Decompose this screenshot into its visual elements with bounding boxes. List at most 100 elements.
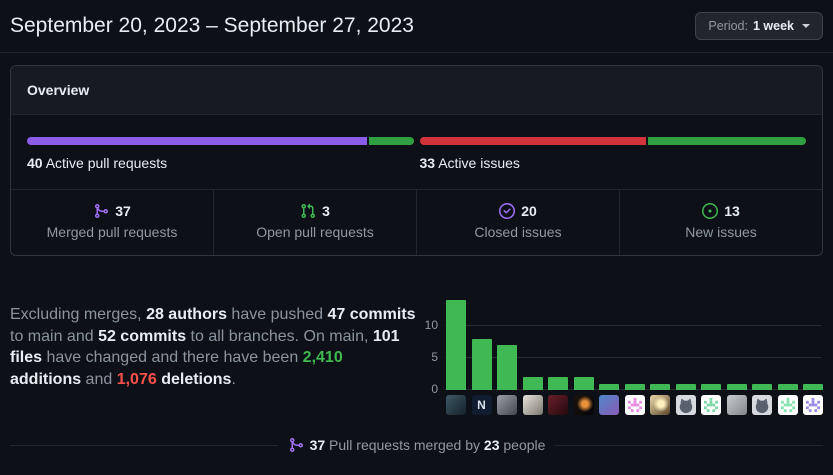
git-merge-icon (95, 204, 109, 218)
text-segment: 37 (309, 437, 326, 453)
gridline (445, 357, 821, 358)
contributor-avatar[interactable] (701, 395, 721, 415)
chevron-down-icon (802, 24, 810, 28)
pulse-main-row: Excluding merges, 28 authors have pushed… (0, 292, 833, 415)
page-header: September 20, 2023 – September 27, 2023 … (0, 0, 833, 40)
identicon-avatar-image (806, 398, 820, 412)
stat-value: 3 (214, 203, 416, 219)
stat-value: 13 (620, 203, 822, 219)
stat-label: New issues (685, 224, 757, 240)
commit-count-bar (599, 384, 619, 390)
text-segment: additions (10, 370, 82, 388)
activity-summary-text: Excluding merges, 28 authors have pushed… (10, 304, 417, 415)
commit-count-bar (752, 384, 772, 390)
contributor-avatar[interactable] (522, 395, 543, 415)
active-pull-requests-count: 40 (27, 155, 43, 171)
stat-open-pull-requests[interactable]: 3 Open pull requests (213, 190, 416, 255)
issue-opened-icon (702, 203, 719, 219)
stat-value: 20 (417, 203, 619, 219)
active-issues-block: 33 Active issues (419, 137, 807, 171)
stat-count: 20 (521, 203, 537, 219)
overview-panel: Overview 40 Active pull requests 33 Acti… (10, 65, 823, 256)
active-pull-requests-label: Active pull requests (45, 155, 168, 171)
contributor-avatar[interactable] (548, 395, 568, 415)
commit-count-bar (803, 384, 823, 390)
text-segment: people (499, 437, 546, 453)
contributor-avatar[interactable] (446, 395, 466, 415)
chart-plot-area: 0 5 10 (425, 292, 823, 395)
gridline (445, 325, 821, 326)
contributor-avatar[interactable] (726, 395, 747, 415)
commit-count-bar (650, 384, 670, 390)
footer-divider-right (555, 444, 823, 446)
pull-requests-progress-bar (27, 137, 414, 145)
contributor-avatar[interactable] (752, 395, 772, 415)
overview-stats-row: 37 Merged pull requests 3 Open pull request… (11, 189, 822, 255)
contributor-avatar[interactable] (599, 395, 619, 415)
text-segment: . (231, 370, 236, 388)
commit-count-bar (726, 384, 747, 390)
text-segment: 52 commits (98, 327, 187, 345)
page-title: September 20, 2023 – September 27, 2023 (10, 14, 414, 37)
identicon-avatar-image (780, 398, 795, 412)
period-dropdown-button[interactable]: Period: 1 week (695, 12, 823, 40)
commit-count-bar (675, 384, 696, 390)
period-prefix-label: Period: (708, 19, 748, 33)
text-segment: to all branches. On main, (186, 327, 373, 345)
stat-new-issues[interactable]: 13 New issues (619, 190, 822, 255)
contributor-avatar[interactable] (675, 395, 696, 415)
contributor-avatar[interactable]: N (471, 395, 492, 415)
active-pull-requests-block: 40 Active pull requests (27, 137, 414, 171)
active-issues-count: 33 (419, 155, 436, 171)
progress-segment-new (648, 137, 806, 145)
avatar-letter: N (477, 398, 486, 412)
contributor-avatar[interactable] (573, 395, 594, 415)
text-segment: and (81, 370, 117, 388)
commit-count-bar (701, 384, 721, 390)
commit-count-bar (446, 300, 466, 390)
stat-merged-pull-requests[interactable]: 37 Merged pull requests (11, 190, 213, 255)
octocat-avatar-image (755, 398, 769, 414)
merged-by-text: 37 Pull requests merged by 23 people (278, 437, 556, 453)
active-pull-requests-caption: 40 Active pull requests (27, 155, 414, 171)
stat-closed-issues[interactable]: 20 Closed issues (416, 190, 619, 255)
commit-count-bar (573, 377, 594, 390)
identicon-avatar-image (704, 398, 718, 412)
text-segment: Pull requests merged by (325, 437, 484, 453)
merged-by-heading: 37 Pull requests merged by 23 people (0, 437, 833, 453)
identicon-avatar-image (627, 398, 642, 412)
overview-heading: Overview (11, 66, 822, 115)
issue-closed-icon (499, 203, 516, 219)
active-issues-caption: 33 Active issues (420, 155, 807, 171)
commit-count-bar (471, 339, 492, 390)
contributor-avatar[interactable] (497, 395, 517, 415)
stat-label: Merged pull requests (46, 224, 178, 240)
text-segment: 101 files (10, 327, 400, 367)
contributor-avatar[interactable] (803, 395, 823, 415)
period-value: 1 week (752, 19, 794, 33)
progress-segment-closed (419, 137, 647, 145)
activity-bars-row: 40 Active pull requests 33 Active issues (11, 115, 822, 189)
text-segment: to main and (10, 327, 99, 345)
commit-count-bar (497, 345, 517, 390)
contributor-avatar[interactable] (624, 395, 645, 415)
contributor-avatar[interactable] (777, 395, 798, 415)
commit-count-bar (522, 377, 543, 390)
octocat-avatar-image (679, 398, 692, 414)
merged-by-segments: 37 Pull requests merged by 23 people (310, 437, 546, 453)
git-pull-request-icon (301, 203, 316, 219)
stat-count: 3 (322, 203, 330, 219)
text-segment: Excluding merges, (10, 306, 147, 323)
commit-count-bar (777, 384, 798, 390)
stat-count: 13 (724, 203, 740, 219)
commit-count-bar (624, 384, 645, 390)
y-axis-tick-label: 10 (424, 318, 438, 332)
stat-label: Open pull requests (256, 224, 374, 240)
stat-value: 37 (11, 203, 213, 219)
stat-count: 37 (115, 203, 131, 219)
contributor-avatar[interactable] (650, 395, 670, 415)
bars-group (446, 300, 823, 390)
text-segment: 2,410 (302, 349, 343, 366)
progress-segment-open (369, 137, 414, 145)
y-axis-tick-label: 0 (431, 382, 438, 396)
